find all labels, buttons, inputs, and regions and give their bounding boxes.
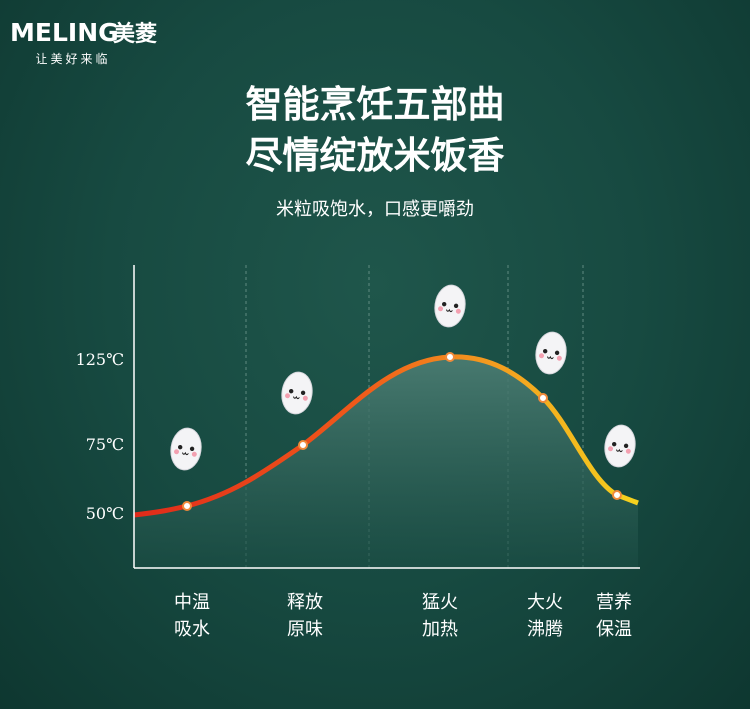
points bbox=[182, 352, 622, 511]
axis-label: 50℃ bbox=[86, 504, 124, 523]
curve-area bbox=[134, 356, 638, 568]
stage-label: 猛火 bbox=[422, 592, 458, 613]
logo: MELING bbox=[10, 18, 119, 47]
stage-label: 大火 bbox=[527, 592, 563, 613]
stage-label: 沸腾 bbox=[527, 619, 563, 640]
stage-label: 加热 bbox=[422, 619, 458, 640]
stage-label: 吸水 bbox=[174, 619, 210, 640]
stage-label: 营养 bbox=[596, 592, 632, 613]
tagline: 让美好来临 bbox=[35, 52, 110, 66]
stage-label: 原味 bbox=[287, 619, 323, 640]
axis-label: 75℃ bbox=[86, 435, 124, 454]
axis-label: 125℃ bbox=[76, 350, 124, 369]
stage-label: 释放 bbox=[287, 592, 323, 613]
title: 尽情绽放米饭香 bbox=[246, 134, 505, 177]
stage-label: 中温 bbox=[174, 592, 210, 613]
stage-label: 保温 bbox=[596, 619, 632, 640]
subtitle: 米粒吸饱水，口感更嚼劲 bbox=[276, 199, 474, 220]
title: 智能烹饪五部曲 bbox=[246, 83, 505, 126]
logo-cn: 美菱 bbox=[113, 21, 157, 47]
